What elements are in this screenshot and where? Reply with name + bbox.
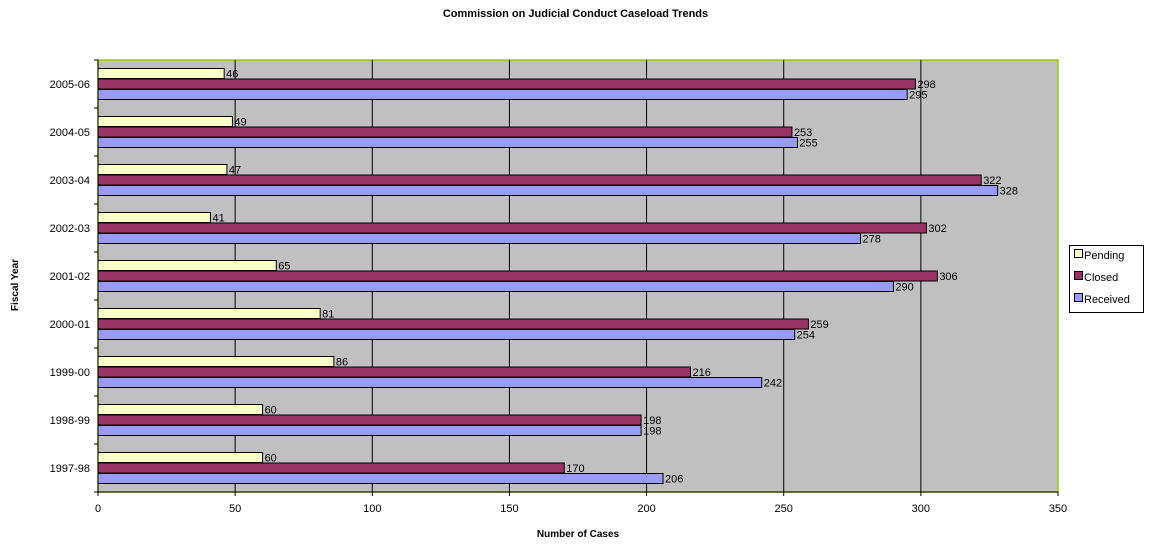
x-tick-label: 0 — [95, 503, 101, 515]
bar-closed — [97, 270, 938, 282]
legend: Pending Closed Received — [1069, 245, 1144, 313]
bar-pending — [97, 404, 264, 415]
bar-pending — [97, 164, 228, 175]
value-label-closed: 306 — [939, 271, 957, 283]
bar-received — [97, 425, 642, 436]
y-tick-label: 2003-04 — [50, 175, 90, 187]
y-tick-label: 1998-99 — [50, 415, 90, 427]
value-label-received: 254 — [797, 330, 815, 342]
bar-received — [97, 329, 796, 340]
legend-label-pending: Pending — [1084, 250, 1125, 262]
value-label-closed: 253 — [794, 127, 812, 139]
bar-pending — [97, 260, 277, 271]
value-label-pending: 46 — [226, 69, 238, 81]
value-label-received: 290 — [895, 282, 913, 294]
y-tick-label: 2001-02 — [50, 271, 90, 283]
bar-received — [97, 281, 894, 292]
value-label-closed: 216 — [692, 367, 710, 379]
value-label-received: 255 — [799, 138, 817, 150]
y-tick-label: 1999-00 — [50, 367, 90, 379]
bar-received — [97, 233, 862, 244]
x-tick-label: 350 — [1049, 503, 1067, 515]
bar-pending — [97, 68, 225, 79]
value-label-received: 295 — [909, 90, 927, 102]
y-tick-label: 2004-05 — [50, 127, 90, 139]
y-tick-label: 2002-03 — [50, 223, 90, 235]
value-label-closed: 302 — [928, 223, 946, 235]
bar-closed — [97, 174, 982, 186]
x-tick-label: 50 — [229, 503, 241, 515]
value-label-pending: 60 — [265, 453, 277, 465]
bar-pending — [97, 452, 264, 463]
chart-title: Commission on Judicial Conduct Caseload … — [442, 8, 709, 20]
value-label-pending: 60 — [265, 405, 277, 417]
x-axis-title: Number of Cases — [537, 529, 620, 540]
y-tick-label: 2005-06 — [50, 79, 90, 91]
legend-label-received: Received — [1084, 294, 1130, 306]
value-label-pending: 65 — [278, 261, 290, 273]
value-label-closed: 170 — [566, 463, 584, 475]
bar-closed — [97, 222, 927, 234]
bar-received — [97, 137, 798, 148]
value-label-received: 242 — [764, 378, 782, 390]
y-axis-title: Fiscal Year — [10, 259, 21, 311]
legend-swatch-closed — [1074, 270, 1083, 280]
x-tick-label: 250 — [775, 503, 793, 515]
x-tick-label: 200 — [637, 503, 655, 515]
bar-received — [97, 473, 664, 484]
bar-closed — [97, 366, 691, 378]
legend-item-received: Received — [1074, 292, 1130, 307]
legend-item-closed: Closed — [1074, 270, 1119, 285]
value-label-received: 328 — [1000, 186, 1018, 198]
value-label-closed: 298 — [917, 79, 935, 91]
y-tick-label: 1997-98 — [50, 463, 90, 475]
bar-closed — [97, 126, 793, 138]
y-tick-label: 2000-01 — [50, 319, 90, 331]
legend-item-pending: Pending — [1074, 248, 1125, 263]
legend-swatch-received — [1074, 292, 1083, 302]
bar-pending — [97, 356, 335, 367]
value-label-closed: 259 — [810, 319, 828, 331]
value-label-pending: 49 — [234, 117, 246, 129]
value-label-received: 278 — [863, 234, 881, 246]
bar-received — [97, 185, 999, 196]
value-label-pending: 47 — [229, 165, 241, 177]
x-tick-label: 100 — [363, 503, 381, 515]
bar-closed — [97, 414, 642, 426]
bar-pending — [97, 116, 233, 127]
value-label-closed: 198 — [643, 415, 661, 427]
bar-closed — [97, 318, 809, 330]
legend-label-closed: Closed — [1084, 272, 1119, 284]
value-label-pending: 81 — [322, 309, 334, 321]
legend-swatch-pending — [1074, 248, 1083, 258]
value-label-closed: 322 — [983, 175, 1001, 187]
bar-pending — [97, 212, 211, 223]
bar-received — [97, 377, 763, 388]
bars — [97, 68, 999, 484]
bar-closed — [97, 462, 565, 474]
value-label-pending: 41 — [212, 213, 224, 225]
bar-pending — [97, 308, 321, 319]
bar-received — [97, 89, 908, 100]
value-label-received: 198 — [643, 426, 661, 438]
x-tick-label: 150 — [500, 503, 518, 515]
axes: 0 50 100 150 200 250 300 350 2005-06 2004-05 2003-… — [50, 59, 1067, 515]
value-label-pending: 86 — [336, 357, 348, 369]
value-label-received: 206 — [665, 474, 683, 486]
x-tick-label: 300 — [912, 503, 930, 515]
bar-closed — [97, 78, 916, 90]
